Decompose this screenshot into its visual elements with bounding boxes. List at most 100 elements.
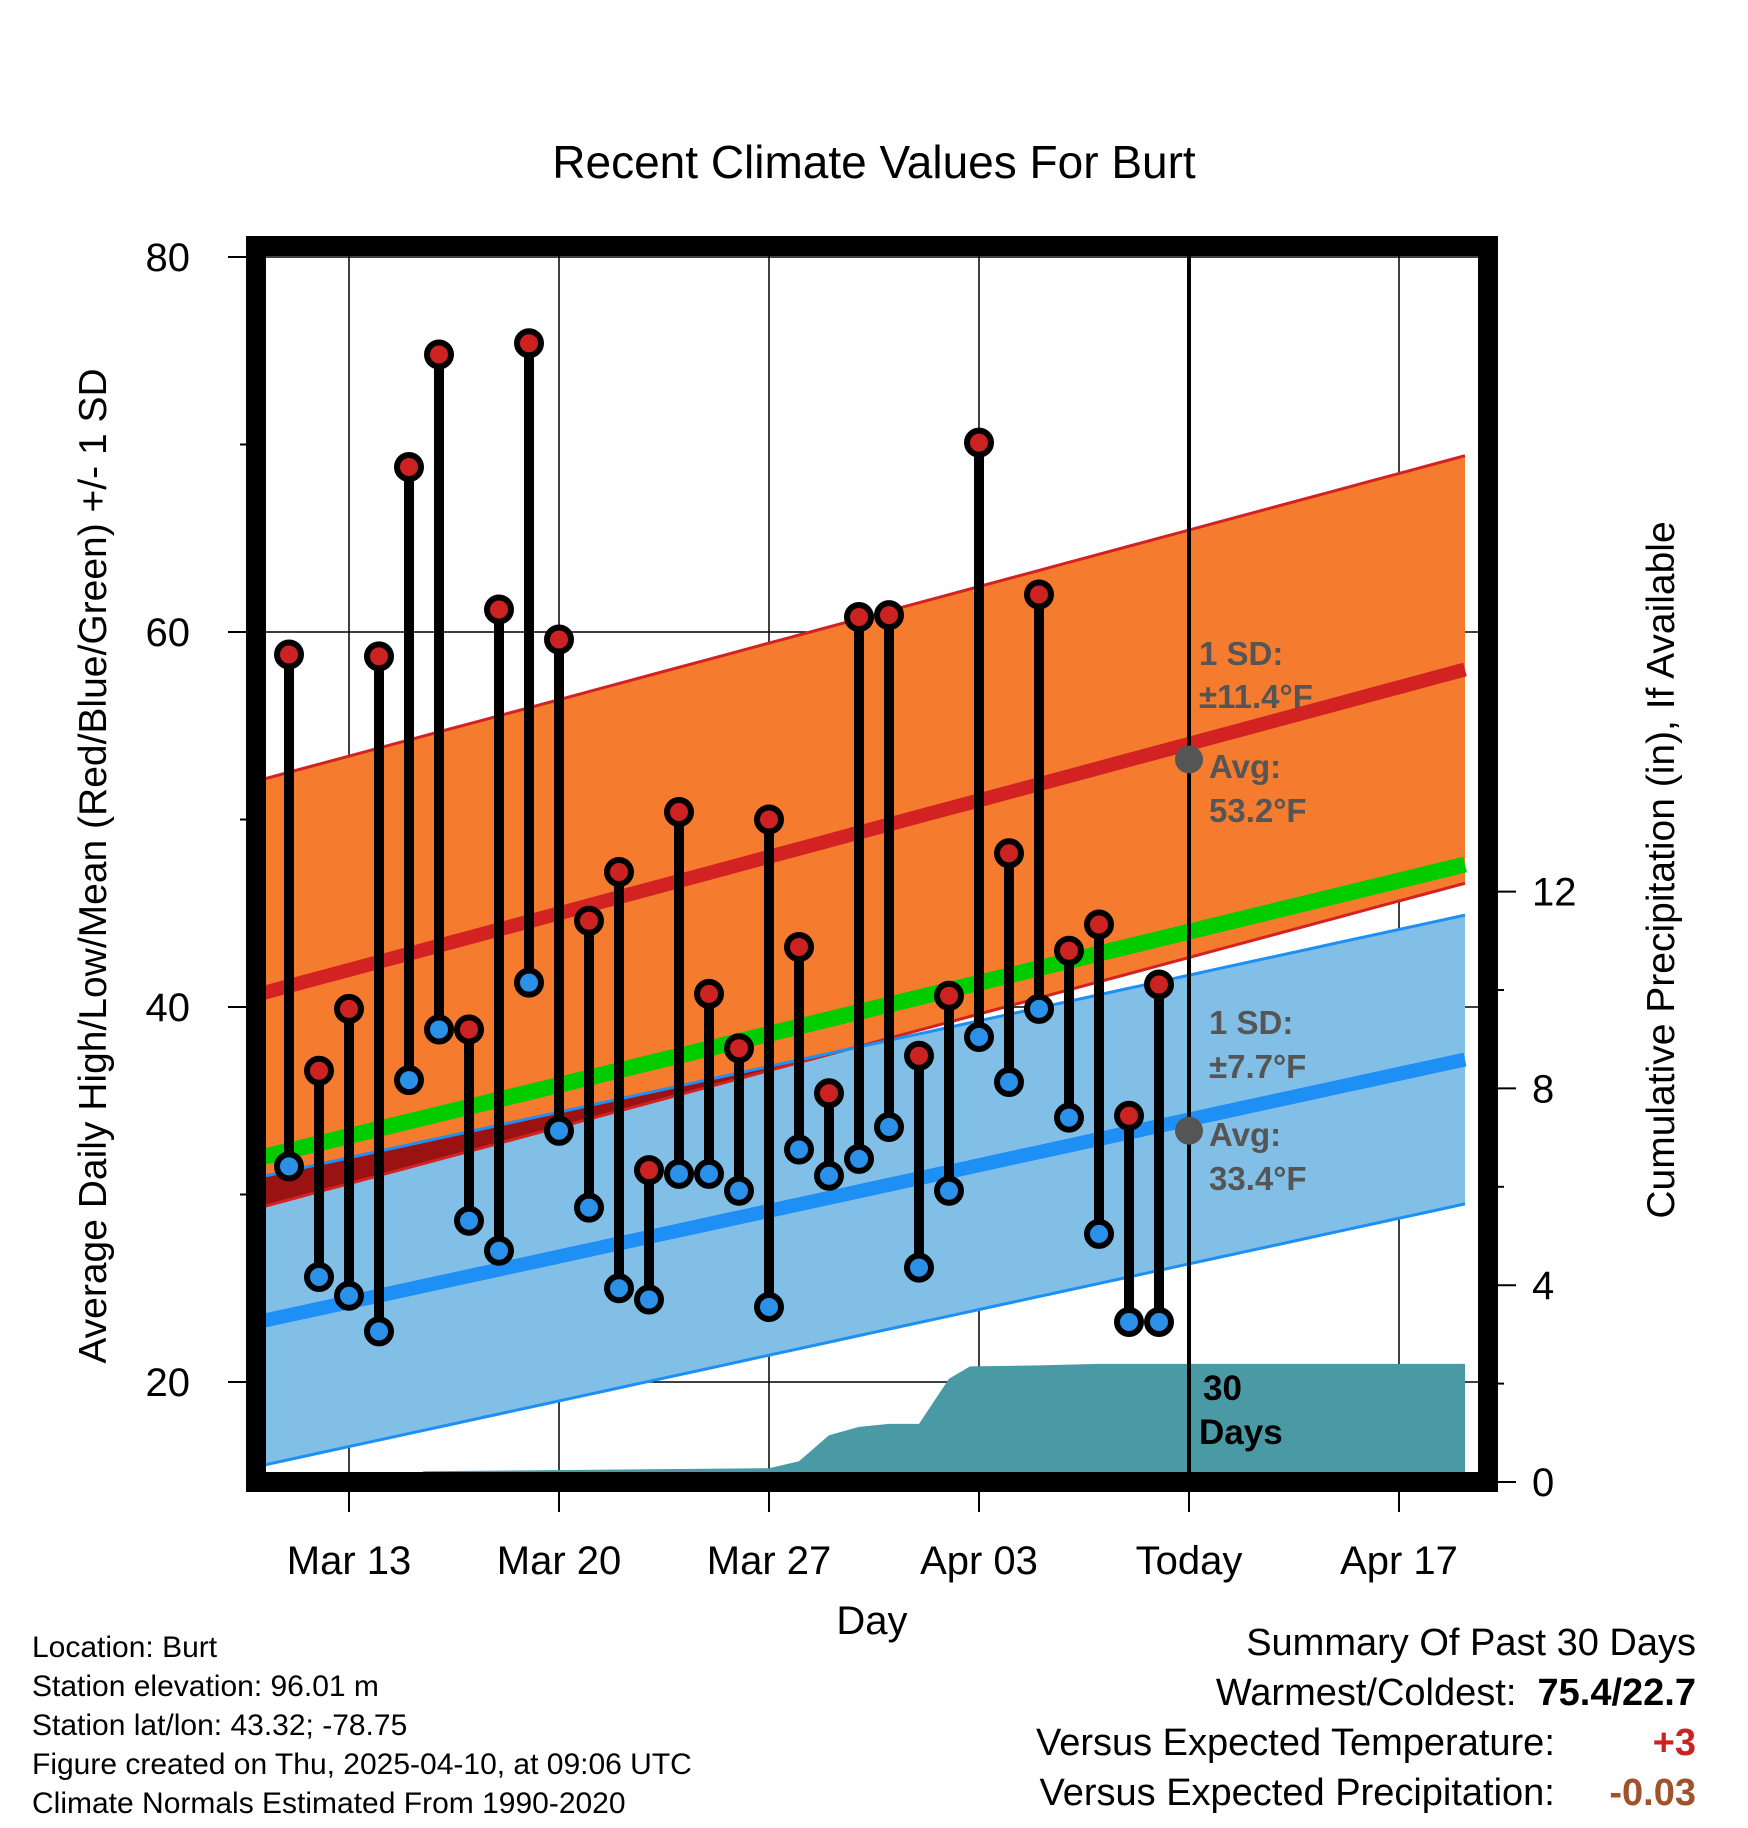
daily-low-point (934, 1175, 964, 1206)
low-avg-value: 33.4°F (1209, 1160, 1307, 1197)
temp-value: +3 (1652, 1722, 1696, 1764)
daily-high-point (664, 797, 694, 827)
daily-low-point (334, 1280, 364, 1311)
created-text: Figure created on Thu, 2025-04-10, at 09… (32, 1748, 692, 1781)
x-axis-label: Day (836, 1599, 907, 1643)
warm-cold-value: 75.4/22.7 (1537, 1672, 1696, 1714)
temp-row: Versus Expected Temperature: +3 (1036, 1718, 1696, 1768)
daily-high-point (814, 1078, 844, 1109)
daily-low-point (424, 1014, 454, 1045)
low-sd-upper-edge (256, 913, 1466, 1180)
daily-low-point (514, 967, 544, 998)
daily-low-point (844, 1143, 874, 1174)
daily-high-point (424, 339, 454, 370)
daily-low-point (754, 1292, 784, 1322)
daily-high-point (514, 328, 544, 359)
daily-low-point (604, 1273, 634, 1304)
daily-high-point (304, 1055, 334, 1086)
precip-area (256, 1363, 1465, 1482)
daily-high-point (1024, 579, 1054, 610)
y2-axis-label: Cumulative Precipitation (in), If Availa… (1640, 521, 1683, 1218)
daily-low-point (874, 1112, 904, 1142)
daily-low-point (784, 1134, 814, 1165)
today-high-avg-marker (1175, 745, 1203, 774)
daily-low-point (544, 1115, 574, 1146)
x-tick-label: Apr 03 (920, 1539, 1038, 1583)
y2-tick-label: 4 (1532, 1264, 1554, 1308)
y2-tick-label: 0 (1532, 1461, 1554, 1505)
daily-high-point (934, 980, 964, 1011)
y-tick-label: 60 (146, 611, 191, 655)
daily-low-point (574, 1192, 604, 1223)
daily-low-point (1024, 993, 1054, 1024)
y2-tick-label: 8 (1532, 1067, 1554, 1111)
daily-high-point (394, 452, 424, 482)
precip-row: Versus Expected Precipitation: -0.03 (1036, 1768, 1696, 1818)
warm-cold-label: Warmest/Coldest: (1215, 1672, 1517, 1714)
daily-low-point (634, 1284, 664, 1315)
daily-high-point (844, 602, 874, 632)
elevation-text: Station elevation: 96.01 m (32, 1670, 379, 1703)
daily-high-point (1114, 1100, 1144, 1131)
station-info: Location: Burt Station elevation: 96.01 … (32, 1628, 692, 1823)
daily-low-point (1084, 1218, 1114, 1249)
x-tick-label: Mar 13 (287, 1539, 412, 1583)
daily-high-point (544, 624, 574, 655)
x-tick-label: Mar 20 (497, 1539, 622, 1583)
daily-high-point (634, 1155, 664, 1186)
daily-low-point (964, 1022, 994, 1052)
low-sd-lower-edge (256, 1202, 1466, 1469)
daily-low-point (904, 1252, 934, 1283)
warm-cold-row: Warmest/Coldest: 75.4/22.7 (1036, 1668, 1696, 1718)
x-tick-label: Today (1136, 1539, 1243, 1583)
summary-panel: Summary Of Past 30 Days Warmest/Coldest:… (1036, 1618, 1696, 1818)
daily-high-point (994, 838, 1024, 869)
precip-window-label-1: 30 (1203, 1369, 1242, 1408)
normals-text: Climate Normals Estimated From 1990-2020 (32, 1787, 626, 1820)
daily-high-point (334, 993, 364, 1024)
daily-low-point (364, 1316, 394, 1347)
data-marks (274, 328, 1203, 1347)
daily-high-point (604, 857, 634, 887)
high-sd-value: ±11.4°F (1199, 678, 1313, 715)
daily-high-point (754, 804, 784, 835)
y-tick-label: 80 (146, 236, 191, 280)
x-tick-label: Apr 17 (1340, 1539, 1458, 1583)
y-tick-label: 40 (146, 986, 191, 1030)
daily-high-point (1084, 909, 1114, 940)
precip-value: -0.03 (1609, 1772, 1696, 1814)
daily-high-point (784, 932, 814, 962)
normal-low-line (256, 1052, 1467, 1330)
daily-high-point (964, 427, 994, 458)
precip-label: Versus Expected Precipitation: (1039, 1772, 1555, 1814)
daily-low-point (814, 1160, 844, 1191)
daily-high-point (484, 594, 514, 625)
daily-high-point (454, 1014, 484, 1045)
daily-low-point (1114, 1307, 1144, 1337)
precip-window-label-2: Days (1199, 1413, 1283, 1452)
low-sd-label: 1 SD: (1209, 1004, 1293, 1041)
daily-low-point (304, 1262, 334, 1292)
x-tick-label: Mar 27 (707, 1539, 832, 1583)
high-sd-label: 1 SD: (1199, 635, 1283, 672)
normal-mean-line (256, 856, 1467, 1167)
chart-title: Recent Climate Values For Burt (552, 136, 1196, 188)
daily-low-point (694, 1158, 724, 1189)
daily-low-point (394, 1065, 424, 1096)
daily-low-point (454, 1205, 484, 1236)
today-low-avg-marker (1175, 1116, 1203, 1145)
daily-high-point (694, 978, 724, 1009)
daily-high-point (904, 1040, 934, 1071)
y2-tick-label: 12 (1532, 871, 1577, 915)
daily-high-point (364, 641, 394, 672)
high-avg-label: Avg: (1209, 748, 1281, 785)
location-text: Location: Burt (32, 1631, 218, 1664)
daily-high-point (724, 1033, 754, 1064)
daily-high-point (574, 905, 604, 936)
summary-title: Summary Of Past 30 Days (1246, 1622, 1696, 1664)
y-axis-label: Average Daily High/Low/Mean (Red/Blue/Gr… (72, 368, 115, 1363)
daily-low-point (1054, 1102, 1084, 1133)
daily-low-point (274, 1151, 304, 1182)
temp-label: Versus Expected Temperature: (1035, 1722, 1555, 1764)
